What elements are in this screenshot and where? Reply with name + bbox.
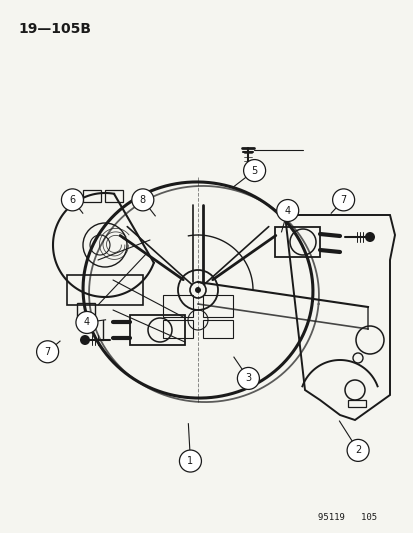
Text: 1: 1 — [187, 456, 193, 466]
Bar — [163, 320, 192, 338]
Circle shape — [276, 199, 298, 222]
Text: 95119   105: 95119 105 — [317, 513, 376, 522]
Text: 5: 5 — [251, 166, 257, 175]
Circle shape — [179, 450, 201, 472]
Text: 4: 4 — [84, 318, 90, 327]
Circle shape — [61, 189, 83, 211]
Circle shape — [237, 367, 259, 390]
Circle shape — [346, 439, 368, 462]
Bar — [130, 315, 185, 345]
Bar — [202, 320, 233, 338]
Circle shape — [195, 287, 201, 293]
Bar — [67, 275, 142, 305]
Bar — [77, 303, 95, 321]
Circle shape — [131, 189, 154, 211]
Circle shape — [76, 311, 98, 334]
Text: 7: 7 — [339, 195, 346, 205]
Circle shape — [36, 341, 59, 363]
Text: 8: 8 — [140, 195, 145, 205]
Bar — [274, 227, 319, 257]
Bar — [105, 190, 123, 202]
Text: 3: 3 — [245, 374, 251, 383]
Circle shape — [243, 159, 265, 182]
Text: 6: 6 — [69, 195, 75, 205]
Bar — [347, 400, 365, 407]
Text: 4: 4 — [284, 206, 290, 215]
Text: 19—105B: 19—105B — [18, 22, 91, 36]
Bar — [83, 190, 101, 202]
Circle shape — [332, 189, 354, 211]
Text: 2: 2 — [354, 446, 361, 455]
Text: 7: 7 — [44, 347, 51, 357]
Circle shape — [364, 232, 374, 242]
Circle shape — [80, 335, 90, 345]
Bar — [202, 295, 233, 317]
Bar — [163, 295, 192, 317]
